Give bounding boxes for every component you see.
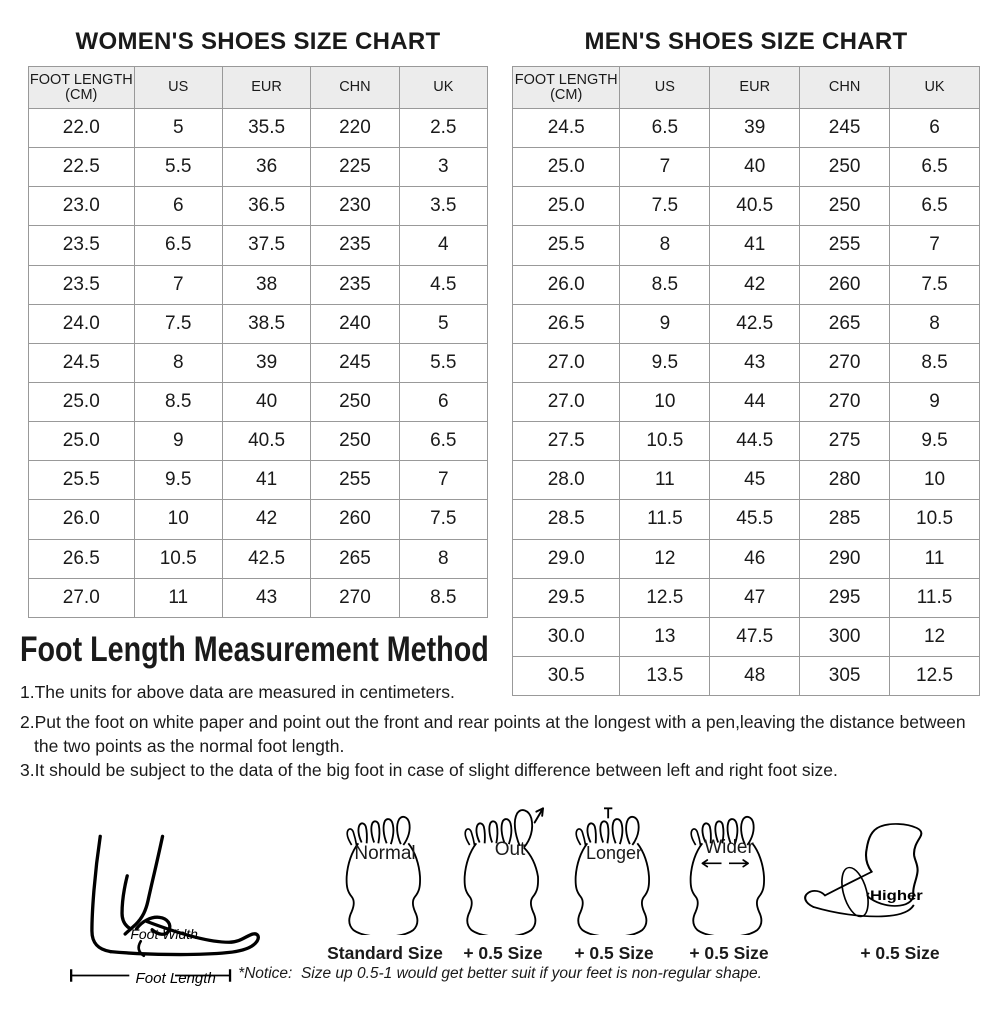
svg-text:Higher: Higher	[870, 889, 923, 904]
svg-text:Foot Width: Foot Width	[130, 926, 198, 942]
